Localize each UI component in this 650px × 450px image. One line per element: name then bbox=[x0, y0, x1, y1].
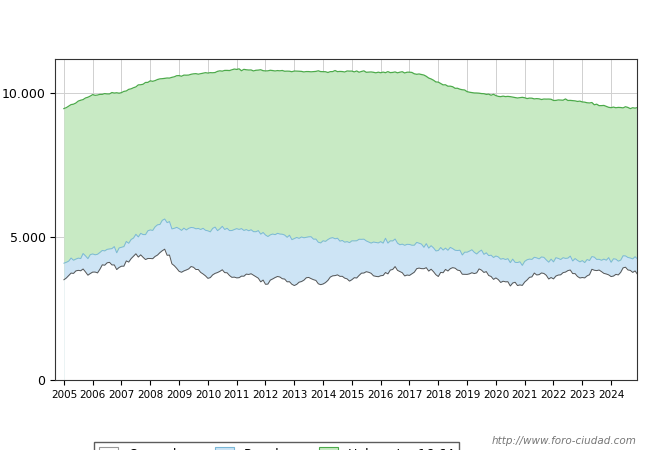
Text: http://www.foro-ciudad.com: http://www.foro-ciudad.com bbox=[492, 436, 637, 446]
Legend: Ocupados, Parados, Hab. entre 16-64: Ocupados, Parados, Hab. entre 16-64 bbox=[94, 442, 459, 450]
Text: Cehegín - Evolucion de la poblacion en edad de Trabajar Noviembre de 2024: Cehegín - Evolucion de la poblacion en e… bbox=[44, 18, 606, 34]
